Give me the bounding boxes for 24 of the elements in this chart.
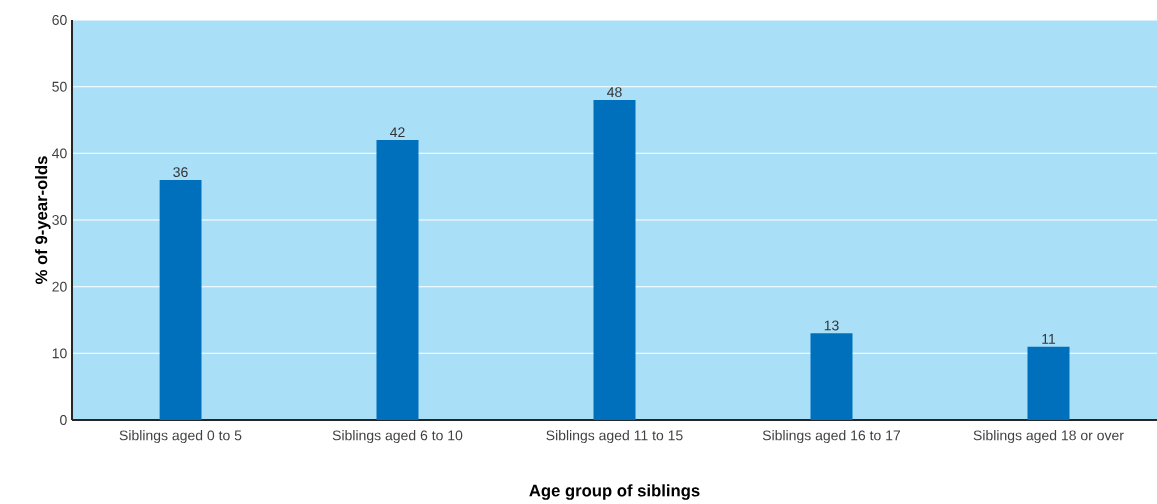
- data-label: 13: [824, 320, 839, 331]
- data-label: 42: [390, 127, 405, 138]
- x-tick-label: Siblings aged 18 or over: [973, 430, 1124, 444]
- x-tick-label: Siblings aged 0 to 5: [119, 430, 242, 444]
- y-tick-label: 0: [60, 415, 67, 425]
- y-tick-label: 50: [52, 81, 67, 92]
- y-tick-label: 40: [52, 148, 67, 159]
- data-label: 11: [1042, 334, 1056, 344]
- x-tick-label: Siblings aged 16 to 17: [762, 430, 901, 444]
- y-tick-label: 30: [52, 215, 67, 225]
- bar: [376, 140, 419, 420]
- data-label: 36: [173, 167, 188, 178]
- bar: [810, 333, 853, 420]
- y-tick-label: 60: [52, 15, 67, 25]
- y-axis-title: % of 9-year-olds: [35, 156, 51, 284]
- x-axis-title: Age group of siblings: [529, 484, 700, 500]
- bar: [1027, 346, 1070, 420]
- y-tick-label: 10: [52, 348, 67, 359]
- x-tick-label: Siblings aged 6 to 10: [332, 430, 463, 444]
- bar: [593, 100, 636, 420]
- bar: [159, 180, 202, 420]
- y-tick-label: 20: [52, 281, 67, 292]
- x-tick-label: Siblings aged 11 to 15: [546, 430, 683, 444]
- data-label: 48: [607, 87, 622, 98]
